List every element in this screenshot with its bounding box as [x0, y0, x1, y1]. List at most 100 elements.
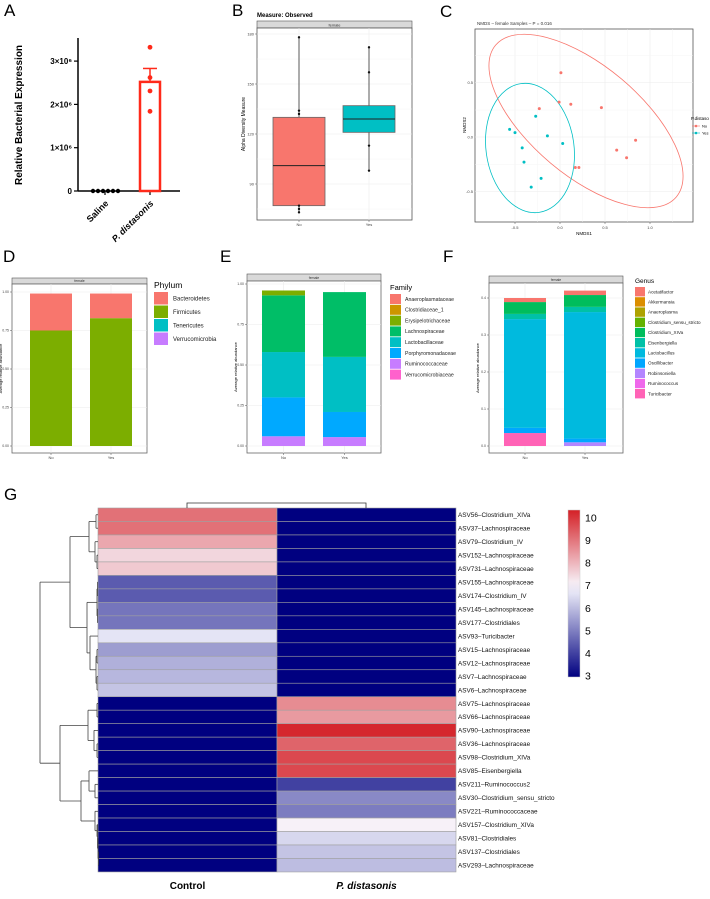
panel-e-stacked-bar: female 0.00 0.25 0.50 0.75 1.00 Average relati… [233, 273, 456, 460]
legend-label: Bacteroidetes [173, 296, 210, 302]
heatmap-cell [276, 682, 457, 698]
data-point-saline [110, 188, 116, 194]
bar-segment-lactobacillaceae [323, 356, 366, 412]
data-point [297, 204, 301, 207]
heatmap-cell [97, 534, 278, 549]
row-label: ASV177–Clostridiales [458, 620, 520, 627]
data-point-no [557, 100, 561, 104]
heatmap-cell [276, 696, 457, 711]
row-label: ASV79–Clostridium_IV [458, 539, 524, 546]
panel-c-nmds-scatter: NMDS – female Samples – P = 0.016 -0.5 0.0… [462, 21, 709, 236]
legend-swatch [390, 304, 401, 315]
data-point-saline [95, 188, 101, 194]
heatmap-cell [97, 642, 278, 657]
data-point [297, 211, 301, 214]
x-tick-label: No [48, 455, 54, 460]
legend-label: Erysipelotrichaceae [405, 318, 450, 324]
legend-swatch [390, 348, 401, 358]
y-tick-label: 0.1 [481, 407, 486, 411]
heatmap-cell [97, 655, 278, 671]
heatmap-cell [97, 696, 278, 711]
x-tick-label: No [522, 455, 528, 460]
bar-segment-porphyromonadaceae [323, 411, 366, 438]
legend-title: Family [390, 283, 412, 292]
y-tick-label: 3×10⁶ [50, 57, 72, 66]
row-label: ASV66–Lachnospiraceae [458, 714, 531, 721]
heatmap-cell [97, 804, 278, 819]
bar-segment-lactobacillaceae [262, 352, 305, 398]
legend-label: Acetatifactor [648, 289, 674, 294]
y-tick-label: 0.50 [2, 367, 9, 371]
heatmap-cell [97, 682, 278, 698]
heatmap-cell [97, 723, 278, 738]
heatmap-cell [276, 575, 457, 590]
row-label: ASV137–Clostridiales [458, 849, 520, 856]
bar-segment-turicibacter [504, 433, 546, 446]
x-tick-label: Yes [108, 455, 115, 460]
colorbar-tick-label: 10 [585, 513, 597, 525]
colorbar-tick-label: 7 [585, 580, 591, 592]
bar-segment-firmicutes [30, 330, 72, 446]
data-point-saline [90, 188, 96, 194]
bar-segment-ruminococcaceae [262, 436, 305, 446]
y-axis-label: Relative Bacterial Expression [14, 45, 25, 185]
y-axis-label: Average relative abundance [0, 343, 3, 394]
bar-p-distasonis [138, 80, 162, 193]
legend-label: Akkermansia [648, 300, 675, 305]
x-axis-label: NMDS1 [576, 231, 592, 236]
data-point-yes [561, 142, 565, 146]
facet-label: female [328, 23, 341, 28]
legend-label: Robinsoniella [648, 371, 676, 376]
y-axis-label: Average relative abundance [233, 341, 238, 392]
data-point [367, 144, 371, 147]
colorbar-tick-label: 4 [585, 648, 591, 660]
heatmap-cell [276, 804, 457, 819]
heatmap-cell [97, 736, 278, 751]
y-tick-label: 1×10⁶ [50, 144, 72, 153]
heatmap-cell [97, 548, 278, 563]
legend-swatch [635, 358, 645, 368]
legend-swatch [390, 326, 401, 337]
data-point-yes [508, 127, 512, 131]
panel-label: E [220, 247, 231, 266]
legend-label: Tenericutes [173, 323, 204, 329]
legend-swatch [154, 319, 168, 332]
y-axis-label: Alpha Diversity Measure [241, 97, 247, 151]
row-label: ASV12–Lachnospiraceae [458, 660, 531, 667]
panel-b-box-plot: Measure: Observed female 90 120 150 180 Alpha … [241, 13, 413, 227]
panel-f-stacked-bar: female 0.0 0.1 0.2 0.3 0.4 Average relative ab… [475, 275, 701, 460]
row-label: ASV56–Clostridium_XIVa [458, 512, 531, 519]
panel-g-heatmap: ASV56–Clostridium_XIVa ASV37–Lachnospirac… [39, 502, 597, 892]
row-label: ASV98–Clostridium_XIVa [458, 755, 531, 762]
x-tick-label: P. distasonis [110, 198, 156, 244]
heatmap-cell [276, 669, 457, 684]
y-tick-label: 0.3 [481, 333, 486, 337]
panel-label: D [3, 247, 15, 266]
heatmap-cell [97, 521, 278, 536]
panel-label: F [443, 247, 453, 266]
heatmap-cell [276, 858, 457, 873]
bar-segment-bacteroidetes [90, 293, 132, 319]
x-tick-label: 0.0 [557, 225, 563, 230]
data-point [297, 207, 301, 211]
colorbar-tick-label: 9 [585, 535, 591, 547]
bar-segment-firmicutes [90, 318, 132, 446]
data-point-yes [520, 146, 524, 150]
y-tick-label: 0.25 [2, 406, 9, 410]
data-point-yes [545, 134, 549, 138]
y-tick-label: 0.00 [2, 444, 9, 448]
box-no [272, 116, 326, 207]
legend-swatch [635, 378, 645, 389]
panel-label: B [232, 1, 243, 20]
bar-segment-lachnospiraceae [262, 295, 305, 353]
row-label: ASV145–Lachnospiraceae [458, 606, 534, 613]
legend-label: Clostridium_sensu_stricto [648, 320, 701, 325]
y-tick-label: 0.4 [481, 296, 486, 300]
legend-label: Lactobacillus [648, 351, 675, 356]
y-tick-label: 0.50 [237, 363, 244, 367]
heatmap-cell [276, 844, 457, 859]
heatmap-cell [97, 709, 278, 724]
data-point-p-distasonis [147, 44, 153, 50]
row-label: ASV36–Lachnospiraceae [458, 741, 531, 748]
